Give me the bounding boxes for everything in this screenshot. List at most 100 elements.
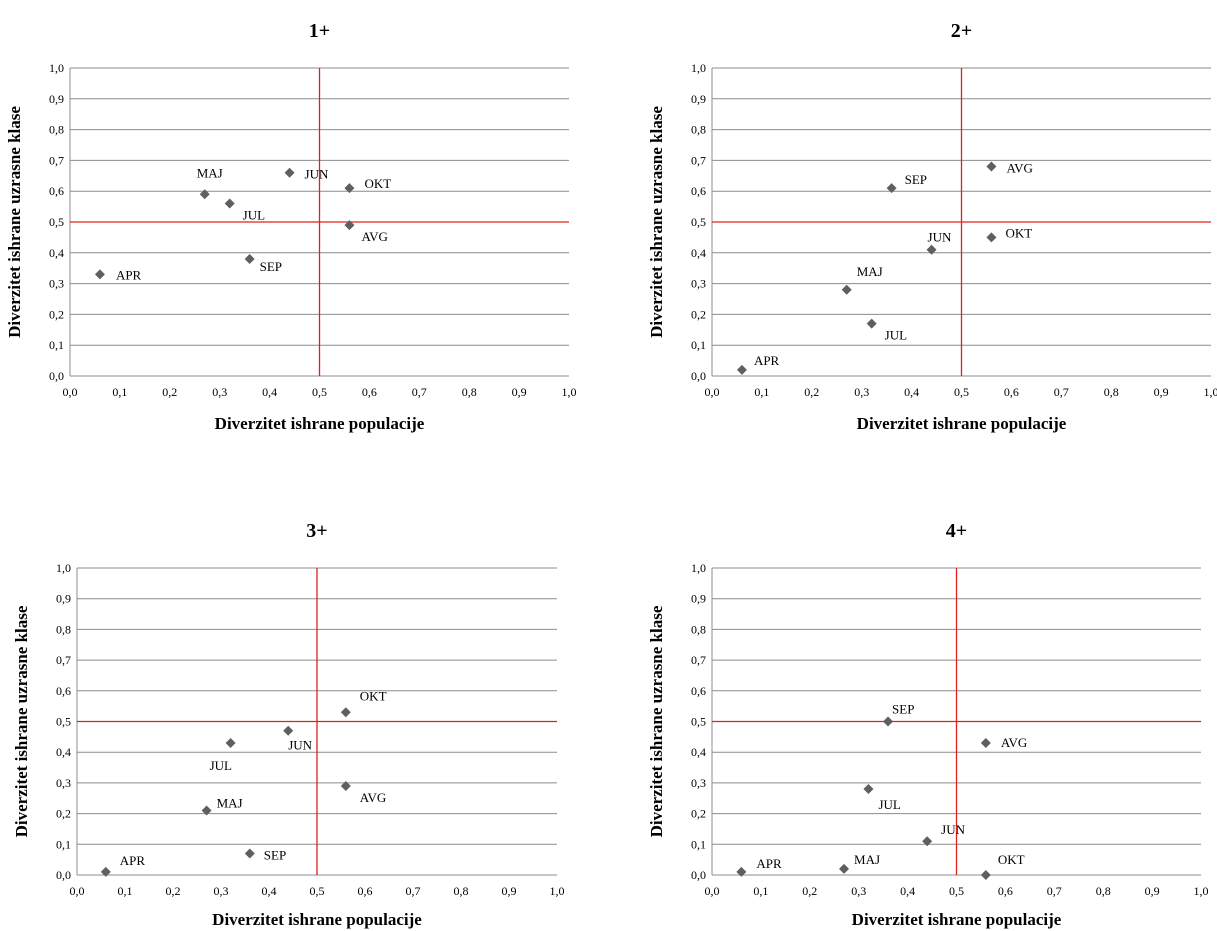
x-tick-label: 0,3 — [854, 385, 869, 399]
x-tick-label: 0,5 — [312, 385, 327, 399]
data-label-jul: JUL — [243, 208, 265, 223]
x-tick-label: 1,0 — [550, 884, 565, 898]
x-axis-title: Diverzitet ishrane populacije — [857, 414, 1067, 433]
data-point-okt — [986, 232, 997, 243]
data-label-jul: JUL — [885, 328, 907, 343]
y-tick-label: 0,8 — [691, 622, 706, 636]
x-tick-label: 0,4 — [900, 884, 915, 898]
x-tick-label: 1,0 — [1204, 385, 1217, 399]
y-tick-label: 0,4 — [691, 246, 706, 260]
y-tick-label: 0,2 — [49, 307, 64, 321]
x-tick-label: 1,0 — [562, 385, 577, 399]
x-tick-label: 0,7 — [412, 385, 427, 399]
data-point-sep — [244, 848, 255, 859]
data-point-sep — [886, 183, 897, 194]
y-tick-label: 0,8 — [49, 123, 64, 137]
data-point-jun — [926, 244, 937, 255]
chart-title: 1+ — [309, 20, 330, 42]
data-label-jun: JUN — [288, 738, 312, 753]
x-tick-label: 0,7 — [1054, 385, 1069, 399]
data-label-okt: OKT — [998, 852, 1025, 867]
data-point-sep — [883, 716, 894, 727]
x-tick-label: 0,5 — [310, 884, 325, 898]
x-tick-label: 1,0 — [1194, 884, 1209, 898]
data-label-maj: MAJ — [197, 165, 223, 180]
data-label-jun: JUN — [928, 230, 952, 245]
y-tick-label: 0,4 — [56, 745, 71, 759]
data-label-avg: AVG — [361, 229, 388, 244]
x-tick-label: 0,3 — [212, 385, 227, 399]
x-tick-label: 0,9 — [1145, 884, 1160, 898]
data-label-sep: SEP — [260, 259, 282, 274]
x-tick-label: 0,2 — [166, 884, 181, 898]
y-tick-label: 0,0 — [691, 369, 706, 383]
data-point-okt — [340, 707, 351, 718]
y-tick-label: 0,2 — [691, 807, 706, 821]
data-label-jul: JUL — [210, 758, 232, 773]
data-label-jul: JUL — [878, 797, 900, 812]
x-tick-label: 0,1 — [118, 884, 133, 898]
x-tick-label: 0,1 — [754, 385, 769, 399]
y-axis-title: Diverzitet ishrane uzrasne klase — [5, 106, 24, 338]
chart-title: 3+ — [306, 520, 327, 542]
y-tick-label: 0,1 — [691, 338, 706, 352]
x-tick-label: 0,0 — [70, 884, 85, 898]
x-tick-label: 0,6 — [1004, 385, 1019, 399]
y-tick-label: 0,2 — [691, 307, 706, 321]
data-point-avg — [344, 220, 355, 231]
data-label-jun: JUN — [305, 167, 329, 182]
y-tick-label: 0,8 — [56, 622, 71, 636]
y-tick-label: 0,6 — [56, 684, 71, 698]
chart-title: 2+ — [951, 20, 972, 42]
data-point-okt — [980, 870, 991, 880]
y-tick-label: 0,1 — [49, 338, 64, 352]
data-point-maj — [199, 189, 210, 200]
y-tick-label: 1,0 — [691, 61, 706, 75]
y-tick-label: 0,3 — [691, 776, 706, 790]
x-axis-title: Diverzitet ishrane populacije — [852, 910, 1062, 929]
data-label-avg: AVG — [1006, 161, 1032, 176]
data-label-apr: APR — [756, 856, 782, 871]
y-tick-label: 0,5 — [49, 215, 64, 229]
y-axis-title: Diverzitet ishrane uzrasne klase — [647, 605, 666, 837]
x-tick-label: 0,2 — [162, 385, 177, 399]
data-label-maj: MAJ — [217, 796, 243, 811]
y-tick-label: 0,7 — [691, 153, 706, 167]
data-point-jul — [866, 318, 877, 329]
x-tick-label: 0,4 — [262, 385, 277, 399]
y-tick-label: 0,9 — [56, 592, 71, 606]
data-label-apr: APR — [116, 267, 142, 282]
x-tick-label: 0,0 — [705, 884, 720, 898]
data-label-sep: SEP — [892, 702, 914, 717]
x-tick-label: 0,8 — [454, 884, 469, 898]
x-tick-label: 0,6 — [998, 884, 1013, 898]
y-tick-label: 0,9 — [691, 592, 706, 606]
x-tick-label: 0,6 — [358, 884, 373, 898]
y-tick-label: 0,7 — [56, 653, 71, 667]
x-tick-label: 0,2 — [802, 884, 817, 898]
x-tick-label: 0,9 — [502, 884, 517, 898]
x-tick-label: 0,0 — [63, 385, 78, 399]
y-tick-label: 0,4 — [691, 745, 706, 759]
x-tick-label: 0,5 — [949, 884, 964, 898]
y-tick-label: 0,0 — [56, 868, 71, 882]
data-point-sep — [244, 253, 255, 264]
data-label-jun: JUN — [941, 822, 965, 837]
x-tick-label: 0,7 — [406, 884, 421, 898]
x-tick-label: 0,8 — [1104, 385, 1119, 399]
y-tick-label: 0,4 — [49, 246, 64, 260]
x-tick-label: 0,8 — [462, 385, 477, 399]
data-label-apr: APR — [120, 853, 146, 868]
data-point-maj — [839, 863, 850, 874]
y-tick-label: 0,9 — [691, 92, 706, 106]
y-tick-label: 0,6 — [691, 184, 706, 198]
chart-panel-4: 4+ 0,0 0,1 0,2 0,3 0,4 0,5 0,6 0,7 0,8 0,9 1,0 0,0 0,… — [647, 520, 1209, 929]
y-axis-title: Diverzitet ishrane uzrasne klase — [647, 106, 666, 338]
data-label-apr: APR — [754, 353, 780, 368]
chart-panel-1: 1+ 0,0 0,1 0,2 0,3 0,4 0,5 0,6 0,7 0,8 0,9 1,0 0,0 0,… — [5, 20, 577, 433]
y-tick-label: 0,3 — [56, 776, 71, 790]
data-point-jun — [284, 167, 295, 178]
data-point-apr — [100, 866, 111, 877]
y-tick-label: 0,1 — [56, 837, 71, 851]
y-tick-label: 0,5 — [691, 215, 706, 229]
